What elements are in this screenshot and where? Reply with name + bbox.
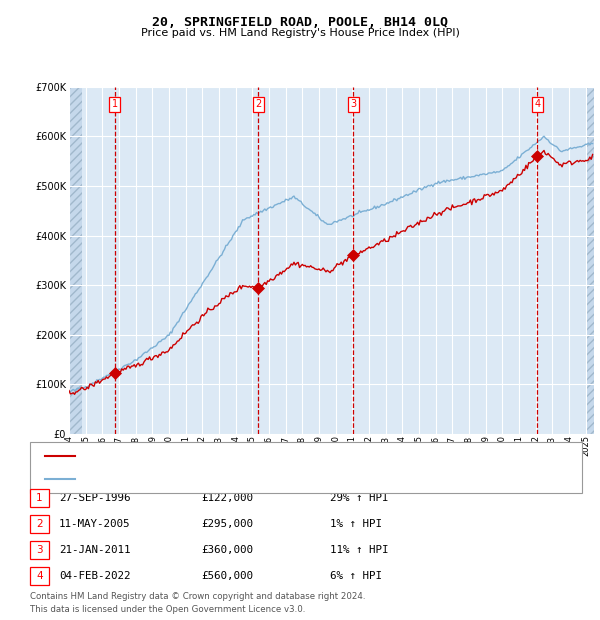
Text: 6% ↑ HPI: 6% ↑ HPI bbox=[330, 571, 382, 581]
Text: 29% ↑ HPI: 29% ↑ HPI bbox=[330, 493, 389, 503]
Text: 20, SPRINGFIELD ROAD, POOLE, BH14 0LQ: 20, SPRINGFIELD ROAD, POOLE, BH14 0LQ bbox=[152, 16, 448, 29]
Text: £360,000: £360,000 bbox=[201, 545, 253, 555]
Text: 21-JAN-2011: 21-JAN-2011 bbox=[59, 545, 130, 555]
Text: 1% ↑ HPI: 1% ↑ HPI bbox=[330, 519, 382, 529]
Text: £295,000: £295,000 bbox=[201, 519, 253, 529]
Text: 27-SEP-1996: 27-SEP-1996 bbox=[59, 493, 130, 503]
Text: 2: 2 bbox=[36, 519, 43, 529]
Bar bbox=[586, 87, 594, 434]
Text: £560,000: £560,000 bbox=[201, 571, 253, 581]
Text: HPI: Average price, detached house, Bournemouth Christchurch and Poole: HPI: Average price, detached house, Bour… bbox=[81, 474, 434, 483]
Text: 11% ↑ HPI: 11% ↑ HPI bbox=[330, 545, 389, 555]
Text: 1: 1 bbox=[36, 493, 43, 503]
Text: 3: 3 bbox=[36, 545, 43, 555]
Bar bbox=[69, 87, 82, 434]
Bar bbox=[69, 87, 82, 434]
Text: Price paid vs. HM Land Registry's House Price Index (HPI): Price paid vs. HM Land Registry's House … bbox=[140, 28, 460, 38]
Text: Contains HM Land Registry data © Crown copyright and database right 2024.: Contains HM Land Registry data © Crown c… bbox=[30, 592, 365, 601]
Text: 11-MAY-2005: 11-MAY-2005 bbox=[59, 519, 130, 529]
Text: 1: 1 bbox=[112, 99, 118, 109]
Text: £122,000: £122,000 bbox=[201, 493, 253, 503]
Text: 4: 4 bbox=[534, 99, 540, 109]
Text: This data is licensed under the Open Government Licence v3.0.: This data is licensed under the Open Gov… bbox=[30, 604, 305, 614]
Text: 20, SPRINGFIELD ROAD, POOLE, BH14 0LQ (detached house): 20, SPRINGFIELD ROAD, POOLE, BH14 0LQ (d… bbox=[81, 452, 369, 461]
Bar bbox=[586, 87, 594, 434]
Text: 3: 3 bbox=[350, 99, 356, 109]
Text: 04-FEB-2022: 04-FEB-2022 bbox=[59, 571, 130, 581]
Text: 4: 4 bbox=[36, 571, 43, 581]
Text: 2: 2 bbox=[255, 99, 262, 109]
